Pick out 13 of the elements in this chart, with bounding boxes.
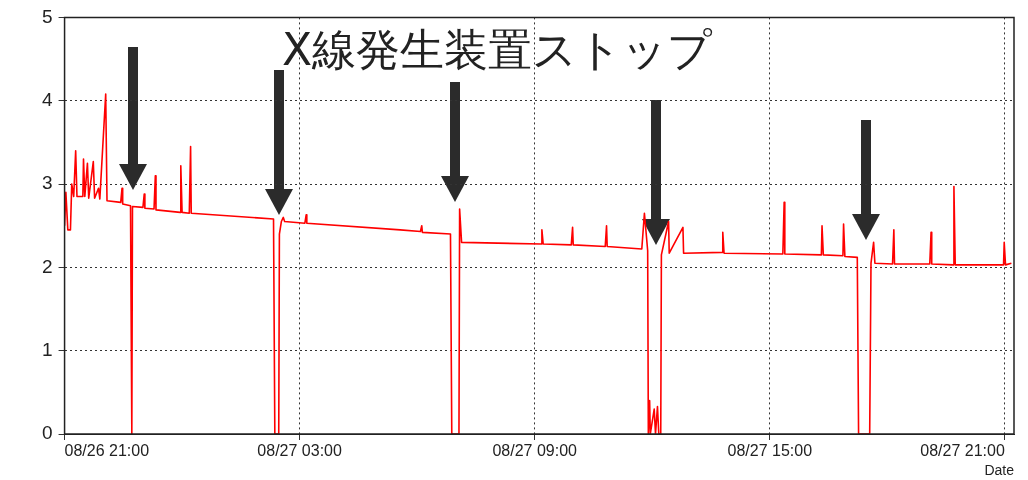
y-tick-label: 4 [41, 88, 53, 110]
y-tick-label: 0 [41, 422, 53, 444]
x-tick-label: 08/27 21:00 [920, 442, 1005, 460]
y-tick-label: 3 [41, 172, 53, 194]
y-tick-label: 2 [41, 255, 53, 277]
x-tick-label: 08/27 15:00 [727, 442, 813, 460]
x-axis-title: Date [984, 462, 1015, 479]
x-tick-label: 08/26 21:00 [64, 442, 150, 460]
annotation: X線発生装置ストップ [282, 24, 713, 75]
y-tick-label: 1 [41, 338, 53, 360]
x-tick-label: 08/27 03:00 [257, 442, 342, 460]
x-tick-label: 08/27 09:00 [492, 442, 578, 460]
y-tick-label: 5 [41, 5, 53, 27]
